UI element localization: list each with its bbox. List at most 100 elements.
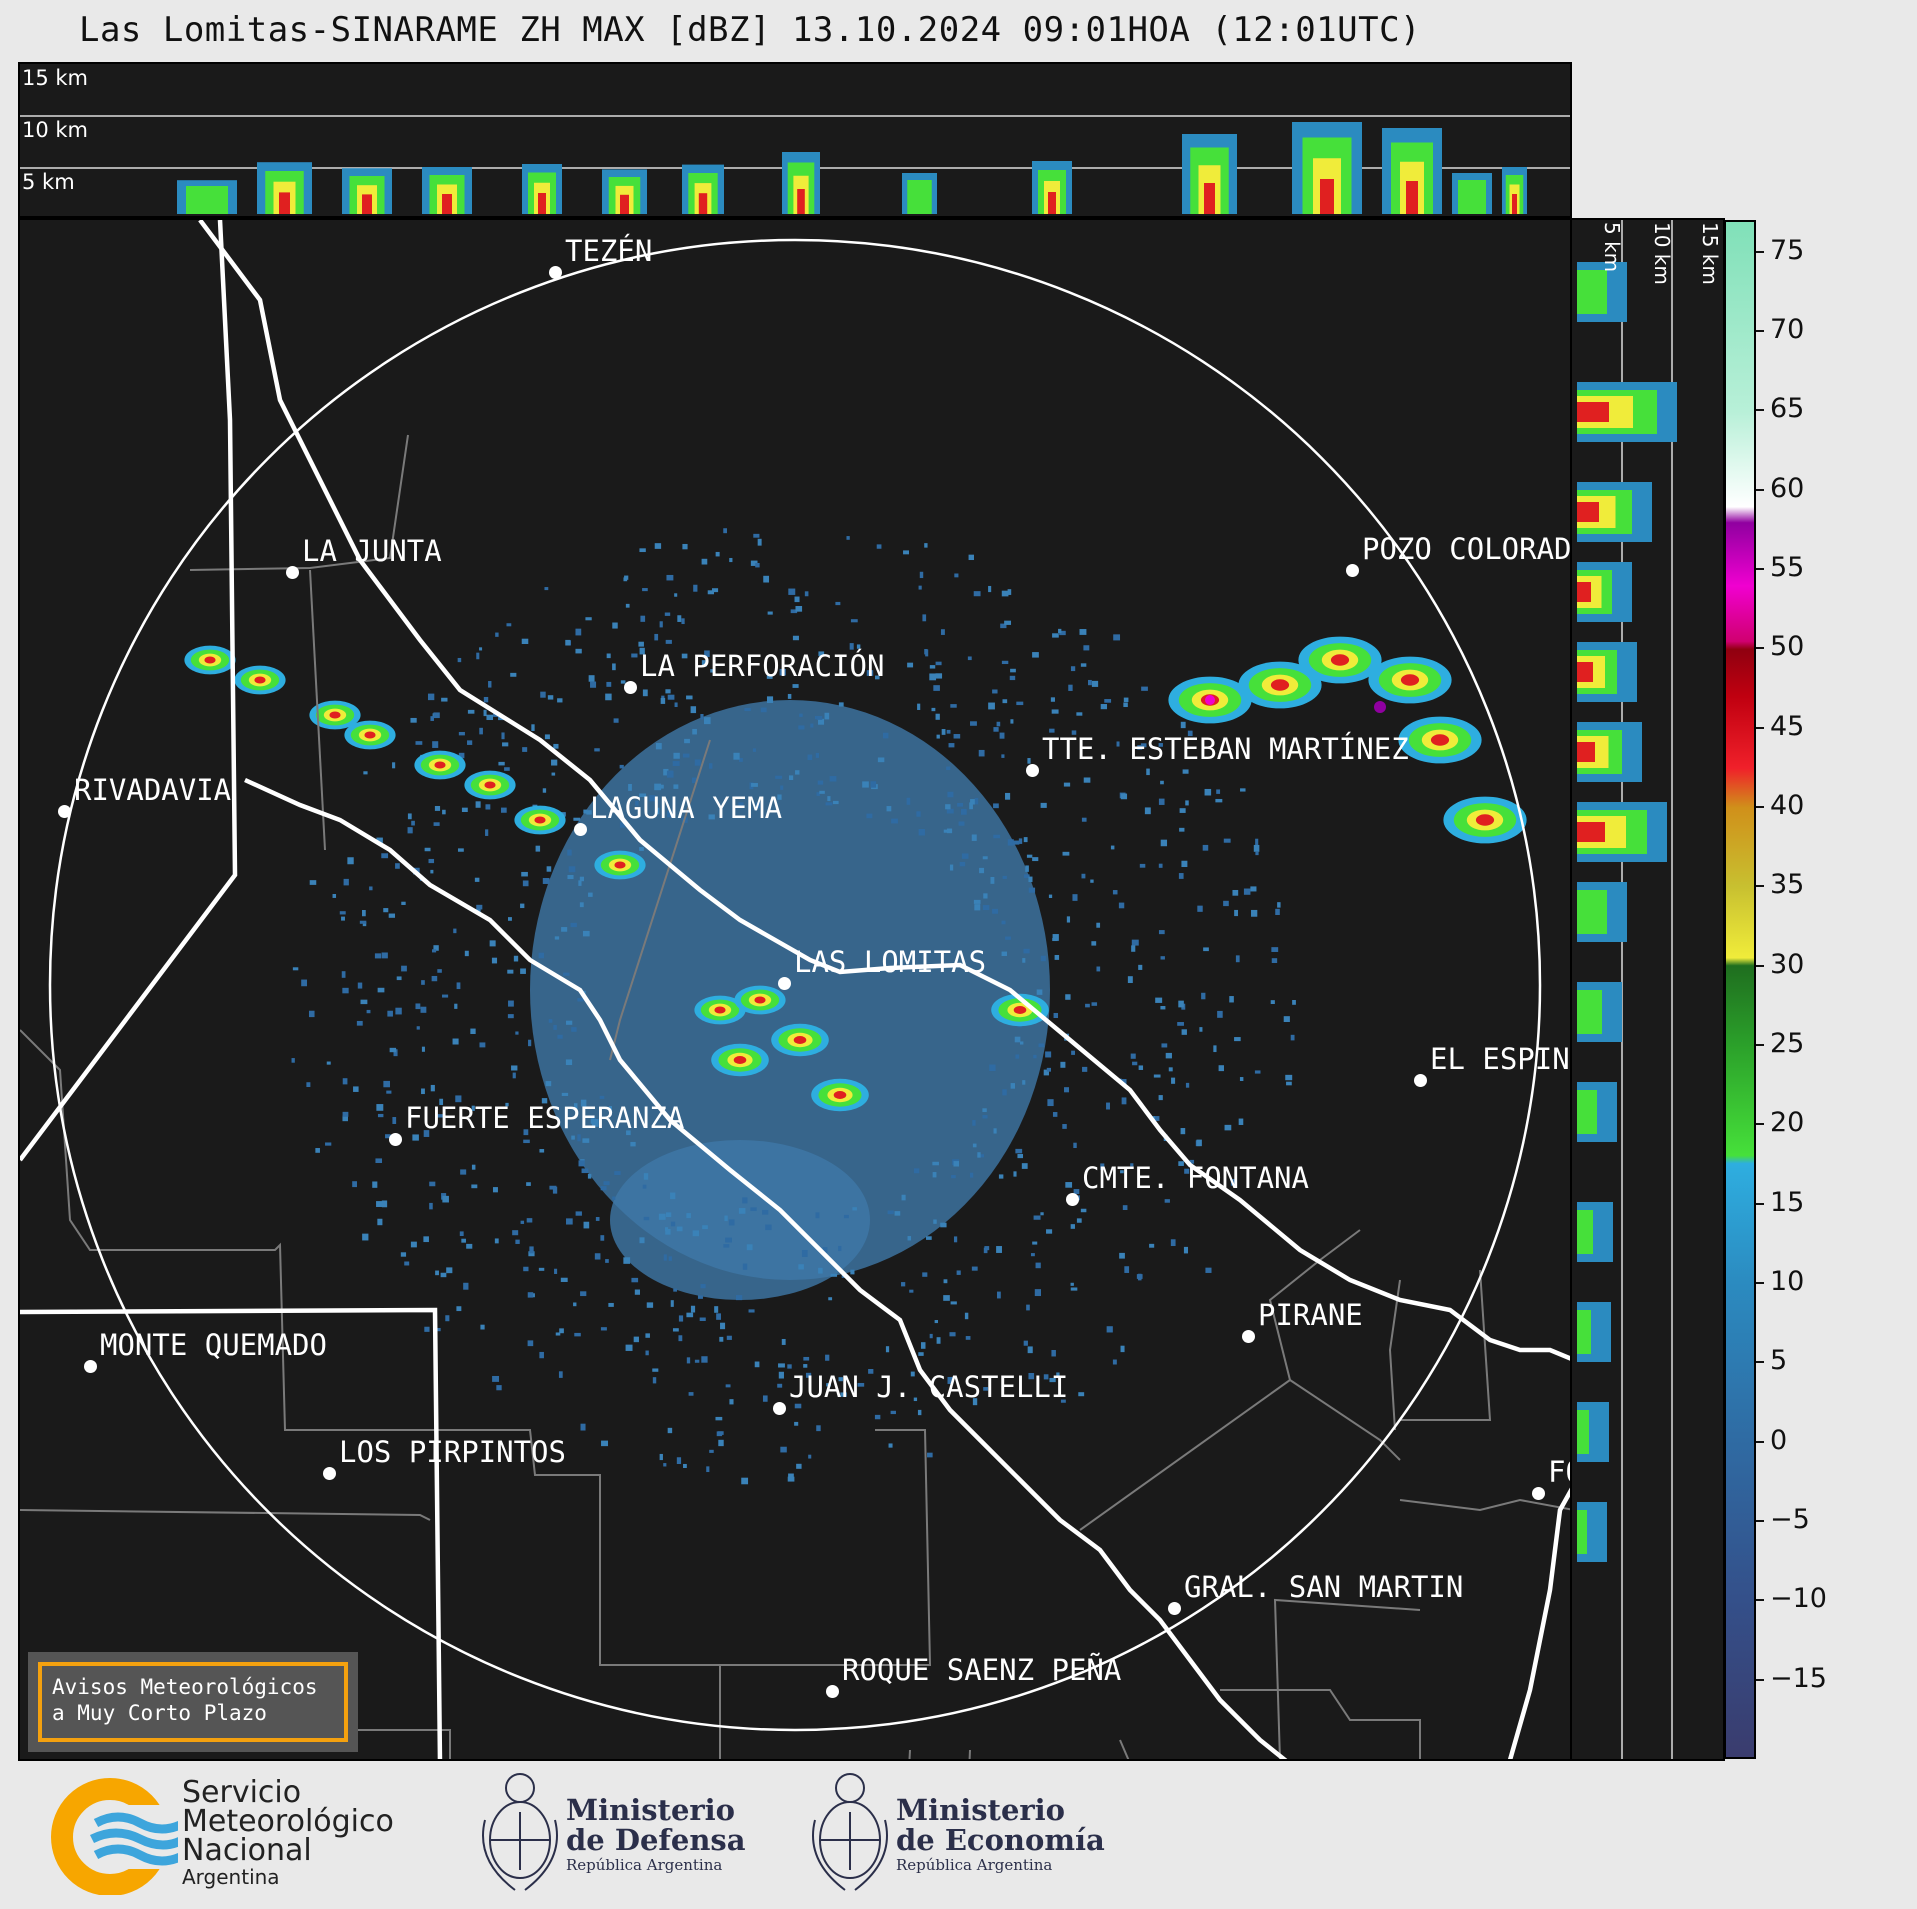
- city-marker: [1532, 1487, 1545, 1500]
- colorbar-tick: [1756, 1044, 1764, 1047]
- city-label: TEZÉN: [565, 234, 653, 268]
- city-marker: [84, 1360, 97, 1373]
- colorbar-tick-label: 0: [1770, 1424, 1788, 1456]
- colorbar-tick-label: 40: [1770, 790, 1805, 822]
- colorbar-tick-label: 25: [1770, 1028, 1805, 1060]
- city-marker: [323, 1467, 336, 1480]
- top-altitude-label: 10 km: [22, 118, 89, 142]
- side-altitude-label: 15 km: [1698, 222, 1722, 285]
- radar-map-panel[interactable]: TEZÉN LA JUNTA POZO COLORADO LA PERFORACIÓN…: [18, 218, 1572, 1761]
- smn-line-3: Nacional: [182, 1833, 312, 1868]
- colorbar-tick-label: 35: [1770, 869, 1805, 901]
- defensa-line-1: Ministerio: [566, 1793, 736, 1827]
- colorbar-tick-label: 55: [1770, 552, 1805, 584]
- colorbar-tick: [1756, 330, 1764, 333]
- city-label: PIRANE: [1258, 1298, 1363, 1332]
- colorbar-tick-label: 70: [1770, 314, 1805, 346]
- city-label: LA JUNTA: [302, 534, 442, 568]
- colorbar-tick: [1756, 1282, 1764, 1285]
- reflectivity-colorbar: [1724, 220, 1756, 1759]
- cross-section-echo-layer: [38, 122, 1570, 216]
- city-marker: [624, 681, 637, 694]
- top-cross-section-graphic: [20, 115, 1570, 216]
- cross-section-echo-layer: [1577, 262, 1677, 1562]
- colorbar-tick: [1756, 409, 1764, 412]
- colorbar-tick-label: −15: [1770, 1662, 1827, 1694]
- top-altitude-label: 15 km: [22, 66, 89, 90]
- economia-line-2: de Economía: [896, 1823, 1105, 1857]
- radar-map-graphic: [20, 220, 1570, 1759]
- range-ring: [48, 238, 1542, 1732]
- side-altitude-label: 10 km: [1650, 222, 1674, 285]
- notice-box[interactable]: Avisos Meteorológicos a Muy Corto Plazo: [28, 1652, 358, 1752]
- colorbar-tick-label: 15: [1770, 1186, 1805, 1218]
- city-label: RIVADAVIA: [74, 773, 232, 807]
- city-marker: [1066, 1193, 1079, 1206]
- city-label: MONTE QUEMADO: [100, 1328, 327, 1362]
- colorbar-tick: [1756, 568, 1764, 571]
- colorbar-tick: [1756, 1678, 1764, 1681]
- economia-line-3: República Argentina: [896, 1856, 1053, 1874]
- city-label: JUAN J. CASTELLI: [789, 1370, 1069, 1404]
- coat-of-arms-economia-icon: [812, 1773, 888, 1891]
- colorbar-tick: [1756, 964, 1764, 967]
- chart-title: Las Lomitas-SINARAME ZH MAX [dBZ] 13.10.…: [78, 10, 1422, 50]
- colorbar-tick-label: −5: [1770, 1504, 1810, 1535]
- city-marker: [826, 1685, 839, 1698]
- smn-logo-icon: [51, 1778, 178, 1895]
- notice-line-2: a Muy Corto Plazo: [52, 1701, 267, 1725]
- city-marker: [1346, 564, 1359, 577]
- city-label: POZO COLORADO: [1362, 532, 1572, 566]
- city-label: ROQUE SAENZ PEÑA: [842, 1653, 1122, 1687]
- top-altitude-label: 5 km: [22, 170, 75, 194]
- colorbar-tick-label: −10: [1770, 1583, 1827, 1615]
- colorbar-tick-label: 65: [1770, 393, 1805, 425]
- colorbar-tick: [1756, 250, 1764, 253]
- economia-line-1: Ministerio: [896, 1793, 1066, 1827]
- colorbar-tick-label: 20: [1770, 1107, 1805, 1139]
- city-label: LAS LOMITAS: [794, 945, 987, 979]
- colorbar-tick: [1756, 1440, 1764, 1443]
- city-label: TTE. ESTEBAN MARTÍNEZ: [1042, 732, 1409, 766]
- side-cross-section-graphic: [1577, 220, 1677, 1759]
- city-marker: [1242, 1330, 1255, 1343]
- colorbar-tick: [1756, 1520, 1764, 1522]
- colorbar-tick-label: 60: [1770, 472, 1805, 504]
- colorbar-tick: [1756, 1361, 1764, 1364]
- colorbar-tick-label: 10: [1770, 1266, 1805, 1298]
- city-label: LA PERFORACIÓN: [640, 649, 885, 683]
- top-cross-section-panel: 15 km 10 km 5 km: [18, 62, 1572, 218]
- colorbar-tick: [1756, 806, 1764, 809]
- colorbar-tick: [1756, 1123, 1764, 1126]
- side-altitude-label: 5 km: [1600, 222, 1624, 273]
- city-marker: [778, 977, 791, 990]
- city-label: LOS PIRPINTOS: [339, 1435, 566, 1469]
- city-label: LAGUNA YEMA: [590, 791, 783, 825]
- radar-echo-layer: [184, 528, 1527, 1485]
- notice-box-inner: Avisos Meteorológicos a Muy Corto Plazo: [38, 1662, 348, 1742]
- defensa-line-3: República Argentina: [566, 1856, 723, 1874]
- defensa-line-2: de Defensa: [566, 1823, 746, 1857]
- smn-line-1: Servicio: [182, 1775, 302, 1810]
- colorbar-tick-label: 5: [1770, 1345, 1788, 1377]
- colorbar-tick-label: 75: [1770, 234, 1805, 266]
- smn-logo-text: Servicio Meteorológico Nacional Argentin…: [182, 1775, 394, 1890]
- city-marker: [389, 1133, 402, 1146]
- colorbar-tick: [1756, 1202, 1764, 1205]
- colorbar-tick-label: 45: [1770, 710, 1805, 742]
- side-cross-section-panel: 5 km 10 km 15 km: [1570, 218, 1725, 1761]
- city-label: CMTE. FONTANA: [1082, 1161, 1309, 1195]
- city-marker: [1414, 1074, 1427, 1087]
- city-marker: [1168, 1602, 1181, 1615]
- city-label: GRAL. SAN MARTIN: [1184, 1570, 1464, 1604]
- city-label: EL ESPINILLO: [1430, 1042, 1570, 1076]
- coat-of-arms-defensa-icon: [482, 1773, 558, 1891]
- city-label: FORMOSA: [1548, 1455, 1570, 1489]
- city-marker: [574, 823, 587, 836]
- city-marker: [286, 566, 299, 579]
- colorbar-tick: [1756, 885, 1764, 888]
- city-marker: [773, 1402, 786, 1415]
- economia-logo-text: Ministerio de Economía República Argenti…: [896, 1795, 1105, 1875]
- city-label: FUERTE ESPERANZA: [405, 1101, 685, 1135]
- colorbar-tick: [1756, 647, 1764, 650]
